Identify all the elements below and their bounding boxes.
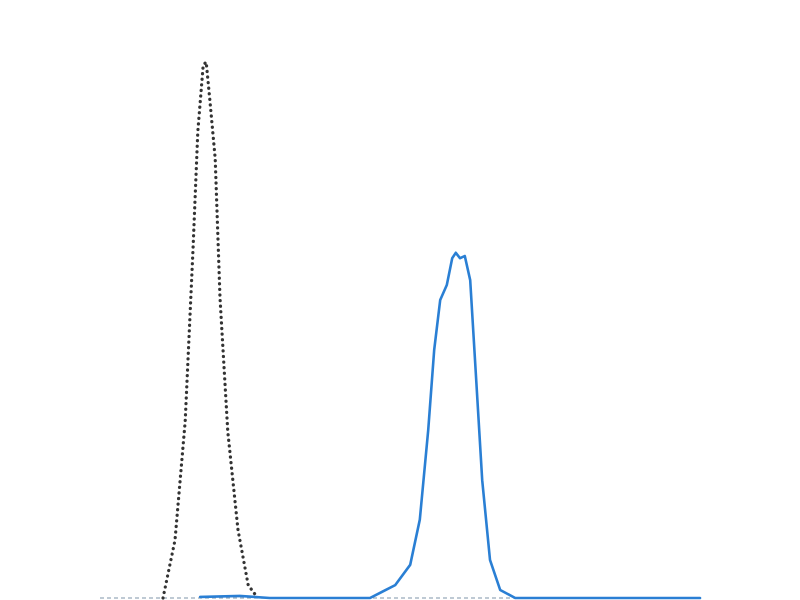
series-line [161, 60, 260, 600]
series-line [198, 251, 702, 600]
